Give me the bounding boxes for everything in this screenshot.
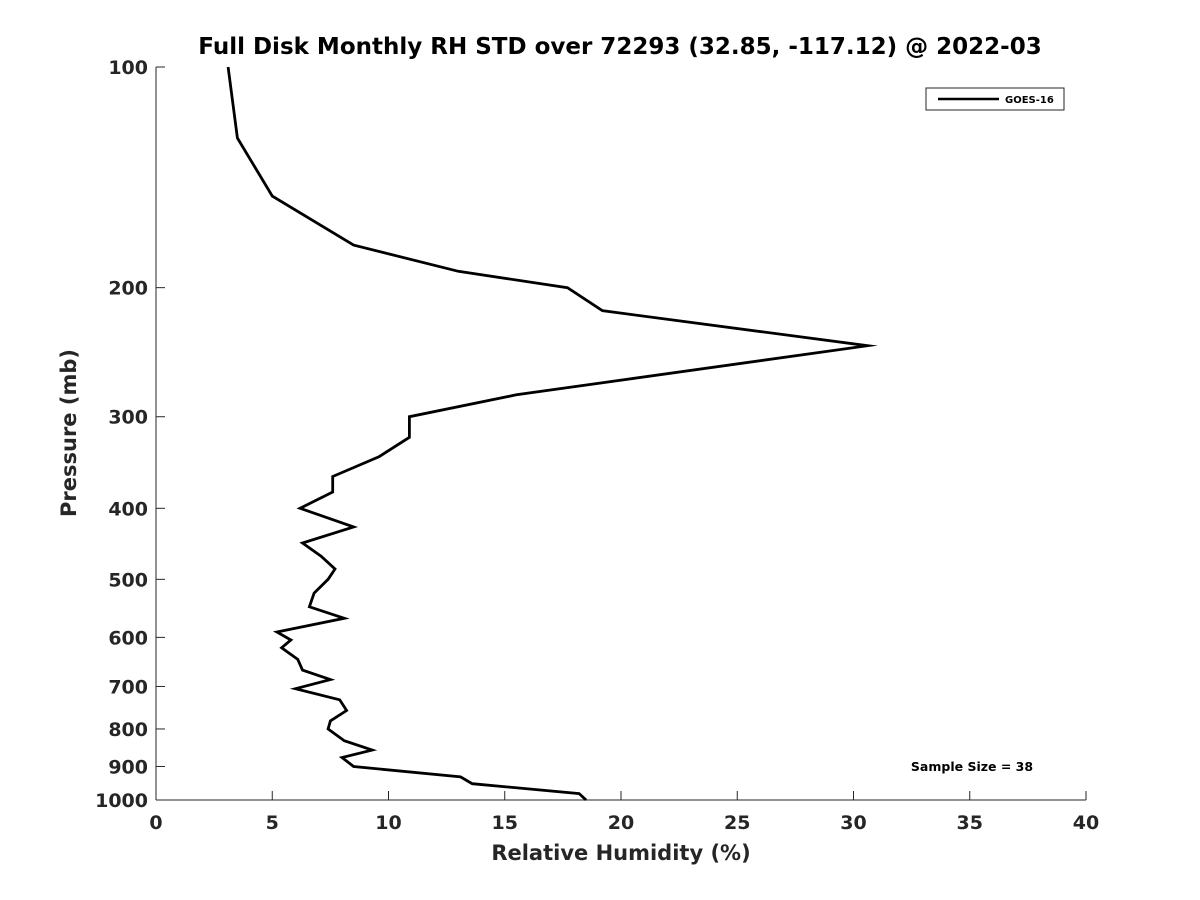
- x-tick-label: 30: [840, 812, 866, 834]
- x-tick-label: 15: [492, 812, 518, 834]
- y-tick-label: 800: [108, 719, 148, 741]
- chart-title: Full Disk Monthly RH STD over 72293 (32.…: [198, 34, 1042, 60]
- sample-size-annotation: Sample Size = 38: [911, 759, 1033, 774]
- x-tick-label: 0: [149, 812, 162, 834]
- series-layer: [226, 66, 878, 802]
- x-tick-label: 5: [266, 812, 279, 834]
- x-tick-label: 10: [375, 812, 401, 834]
- y-tick-label: 500: [108, 569, 148, 591]
- y-tick-label: 1000: [95, 790, 148, 812]
- x-axis-ticks: 0 5 10 15 20 25 30 35 40: [149, 791, 1099, 834]
- y-tick-label: 400: [108, 498, 148, 520]
- y-axis-ticks: 100 200 300 400 500 600 700 800 900 1000: [95, 57, 165, 812]
- series-line-goes-16: [226, 66, 878, 802]
- x-tick-label: 25: [724, 812, 750, 834]
- x-tick-label: 40: [1073, 812, 1099, 834]
- y-tick-label: 300: [108, 407, 148, 429]
- y-tick-label: 100: [108, 57, 148, 79]
- legend-label-goes-16: GOES-16: [1005, 95, 1054, 106]
- y-axis-label: Pressure (mb): [57, 349, 81, 517]
- y-tick-label: 600: [108, 627, 148, 649]
- y-tick-label: 200: [108, 278, 148, 300]
- x-axis-label: Relative Humidity (%): [491, 841, 750, 865]
- y-tick-label: 900: [108, 756, 148, 778]
- y-tick-label: 700: [108, 676, 148, 698]
- x-tick-label: 35: [957, 812, 983, 834]
- x-tick-label: 20: [608, 812, 634, 834]
- legend: GOES-16: [925, 87, 1065, 111]
